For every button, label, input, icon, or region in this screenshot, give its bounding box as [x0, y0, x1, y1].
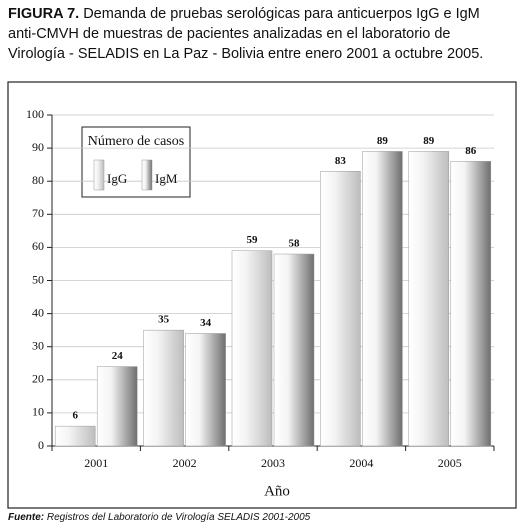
bar — [143, 329, 184, 447]
x-tick-label: 2005 — [438, 456, 462, 470]
bar — [273, 253, 315, 447]
source: Fuente: Registros del Laboratorio de Vir… — [8, 512, 310, 523]
value-label: 24 — [112, 350, 124, 362]
legend-swatch — [141, 159, 153, 191]
y-tick-label: 100 — [26, 107, 44, 121]
value-label: 59 — [247, 234, 259, 246]
y-tick-label: 0 — [38, 438, 44, 452]
bar — [96, 366, 138, 447]
y-tick-label: 90 — [32, 140, 44, 154]
y-tick-label: 20 — [32, 372, 44, 386]
bar — [450, 161, 492, 447]
y-tick-label: 70 — [32, 206, 44, 220]
value-label: 86 — [465, 145, 477, 157]
y-tick-label: 80 — [32, 173, 44, 187]
value-label: 89 — [377, 135, 389, 147]
x-tick-label: 2003 — [261, 456, 285, 470]
legend-title: Número de casos — [88, 134, 184, 149]
caption-text: Demanda de pruebas serológicas para anti… — [83, 6, 480, 22]
bar — [362, 151, 403, 447]
bar — [231, 250, 273, 447]
caption-line: anti-CMVH de muestras de pacientes anali… — [8, 26, 451, 42]
legend-label: IgM — [155, 171, 178, 186]
y-tick-label: 50 — [32, 272, 44, 286]
value-label: 83 — [335, 155, 347, 167]
legend-label: IgG — [107, 171, 127, 186]
source-text: Registros del Laboratorio de Virología S… — [46, 512, 311, 523]
y-tick-label: 30 — [32, 338, 44, 352]
x-tick-label: 2002 — [173, 456, 197, 470]
value-label: 35 — [158, 314, 170, 326]
x-tick-label: 2001 — [84, 456, 108, 470]
chart-frame — [7, 81, 517, 509]
caption-line: FIGURA 7. Demanda de pruebas serológicas… — [8, 6, 480, 22]
value-label: 58 — [289, 238, 301, 250]
caption-line: Virología - SELADIS en La Paz - Bolivia … — [8, 46, 484, 62]
value-label: 34 — [200, 317, 212, 329]
legend-swatch — [93, 159, 105, 191]
x-axis-label: Año — [264, 483, 290, 499]
bar — [320, 171, 361, 447]
value-label: 89 — [423, 135, 435, 147]
y-tick-label: 60 — [32, 239, 44, 253]
y-tick-label: 40 — [32, 305, 44, 319]
bar — [408, 151, 450, 447]
source-label: Fuente: — [8, 512, 45, 523]
chart: Año Número de casos 0 10 20 30 40 50 60 70 80 90 1… — [7, 81, 517, 509]
bar — [54, 425, 96, 447]
bar — [185, 333, 226, 447]
y-tick-label: 10 — [32, 405, 44, 419]
figure-label: FIGURA 7. — [8, 6, 80, 22]
x-tick-label: 2004 — [349, 456, 373, 470]
value-label: 6 — [72, 410, 78, 422]
